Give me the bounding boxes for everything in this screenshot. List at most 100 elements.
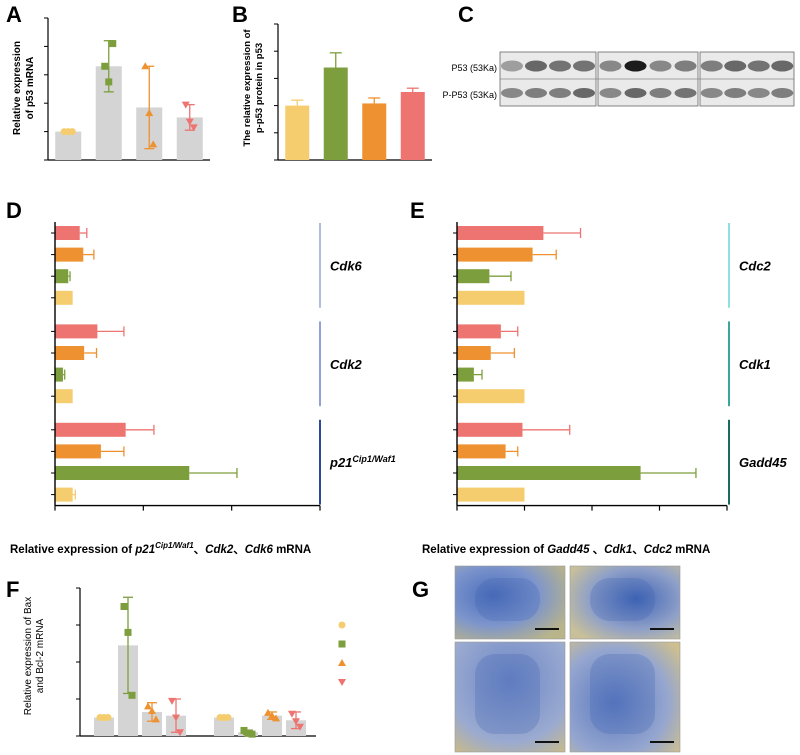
panel_D-bar	[55, 324, 98, 339]
blot-band-p53	[525, 60, 547, 72]
panel-a-point	[189, 124, 198, 132]
panel_E-bar	[457, 422, 523, 437]
panel-b-bar	[323, 67, 348, 160]
panel-a-point	[181, 101, 190, 109]
panel-f-point	[248, 730, 256, 738]
panel_E-gene-label: Gadd45	[739, 455, 787, 470]
panel-f-point	[296, 723, 304, 731]
panel-f-point	[268, 711, 276, 719]
panel-f-point	[292, 718, 300, 726]
blot-band-p53	[771, 60, 794, 72]
panel-f-point	[272, 714, 280, 722]
panel_D-bar	[55, 466, 190, 480]
panel_D-bar	[55, 487, 73, 502]
micrograph-image	[569, 641, 681, 753]
panel-f-ylabel-2: and Bcl-2 mRNA	[35, 618, 46, 693]
panel-f-point	[168, 697, 176, 705]
blot-band-p53	[549, 60, 571, 72]
panel-a-point	[109, 40, 117, 48]
panel-letter-c: C	[458, 2, 474, 27]
panel_E-bar	[457, 290, 525, 305]
panel-e-xlabel: Relative expression of Gadd45 、Cdk1、Cdc2…	[422, 544, 710, 556]
panel-f-point	[124, 628, 132, 636]
panel_D-bar	[55, 226, 80, 240]
panel-b-bar	[362, 103, 387, 160]
panel-g-micrographs	[454, 565, 681, 753]
panel-letter-e: E	[410, 198, 425, 223]
panel-f-point	[120, 603, 128, 610]
blot-band-pp53	[501, 88, 523, 98]
micrograph-follicle	[590, 578, 655, 621]
panel-letter-b: B	[232, 2, 248, 27]
panel-letter-a: A	[6, 2, 22, 27]
panel_D-gene-label: p21Cip1/Waf1	[329, 454, 396, 470]
panel-f-point	[288, 710, 296, 718]
panel_D-bar	[55, 290, 73, 305]
blot-band-pp53	[649, 88, 672, 98]
blot-band-pp53	[700, 88, 723, 98]
panel-letter-g: G	[412, 577, 429, 602]
panel_D-bar	[55, 367, 63, 382]
panel-d-chart: Relative expression of p21Cip1/Waf1、Cdk2…	[10, 222, 396, 556]
panel-a-ylabel-1: Relative expression	[12, 41, 23, 135]
blot-band-pp53	[724, 88, 747, 98]
panel_D-bar	[55, 422, 126, 437]
panel-f-bar	[94, 717, 114, 736]
panel-a-point	[105, 78, 113, 86]
panel-f-bar	[214, 717, 234, 736]
blot-band-pp53	[624, 88, 647, 98]
panel-a-point	[145, 109, 154, 117]
panel-f-point	[104, 714, 112, 721]
blot-band-p53	[649, 60, 672, 72]
blot-band-p53	[674, 60, 697, 72]
blot-band-pp53	[525, 88, 547, 98]
panel_D-gene-label: Cdk6	[330, 258, 363, 273]
panel-f-point	[152, 715, 160, 723]
panel-a-bar	[55, 131, 82, 160]
blot-band-pp53	[573, 88, 595, 98]
panel-f-point	[172, 714, 180, 722]
micrograph-image	[569, 565, 681, 640]
panel-f-point	[128, 691, 136, 699]
panel-a-point	[185, 118, 194, 126]
panel-b-bar	[400, 92, 425, 160]
blot-band-p53	[624, 60, 647, 72]
panel-f-legend-marker	[338, 640, 346, 648]
blot-band-pp53	[599, 88, 622, 98]
panel_D-bar	[55, 444, 101, 459]
micrograph-image	[454, 641, 566, 753]
panel-f-legend-marker	[338, 659, 346, 666]
panel_E-bar	[457, 226, 544, 240]
panel_D-bar	[55, 346, 85, 360]
panel_E-bar	[457, 389, 525, 404]
panel-a-chart: Relative expression of p53 mRNA	[12, 17, 210, 161]
panel_E-bar	[457, 269, 490, 284]
panel_E-bar	[457, 487, 525, 502]
panel-f-point	[224, 714, 232, 721]
blot-band-p53	[573, 60, 595, 72]
micrograph-follicle	[590, 654, 655, 734]
panel-f-point	[148, 707, 156, 715]
panel-a-point	[68, 128, 76, 136]
panel-f-chart: Relative expression of Bax and Bcl-2 mRN…	[23, 587, 346, 738]
panel-f-point	[264, 708, 272, 716]
blot-band-p53	[747, 60, 770, 72]
panel_D-bar	[55, 269, 69, 284]
panel-letter-d: D	[6, 198, 22, 223]
panel_E-bar	[457, 466, 641, 480]
panel-a-point	[141, 62, 150, 70]
blot-band-p53	[724, 60, 747, 72]
blot-row1-label: P53 (53Ka)	[451, 63, 497, 73]
panel_E-gene-label: Cdk1	[739, 357, 771, 372]
blot-band-p53	[700, 60, 723, 72]
panel-a-ylabel-2: of p53 mRNA	[25, 57, 36, 120]
blot-band-pp53	[549, 88, 571, 98]
micrograph-follicle	[475, 578, 540, 621]
panel_E-bar	[457, 324, 501, 339]
panel-f-legend-marker	[338, 679, 346, 686]
panel-f-legend-marker	[338, 621, 346, 629]
panel-f-ylabel-1: Relative expression of Bax	[23, 597, 34, 715]
blot-band-pp53	[674, 88, 697, 98]
micrograph-follicle	[475, 654, 540, 734]
